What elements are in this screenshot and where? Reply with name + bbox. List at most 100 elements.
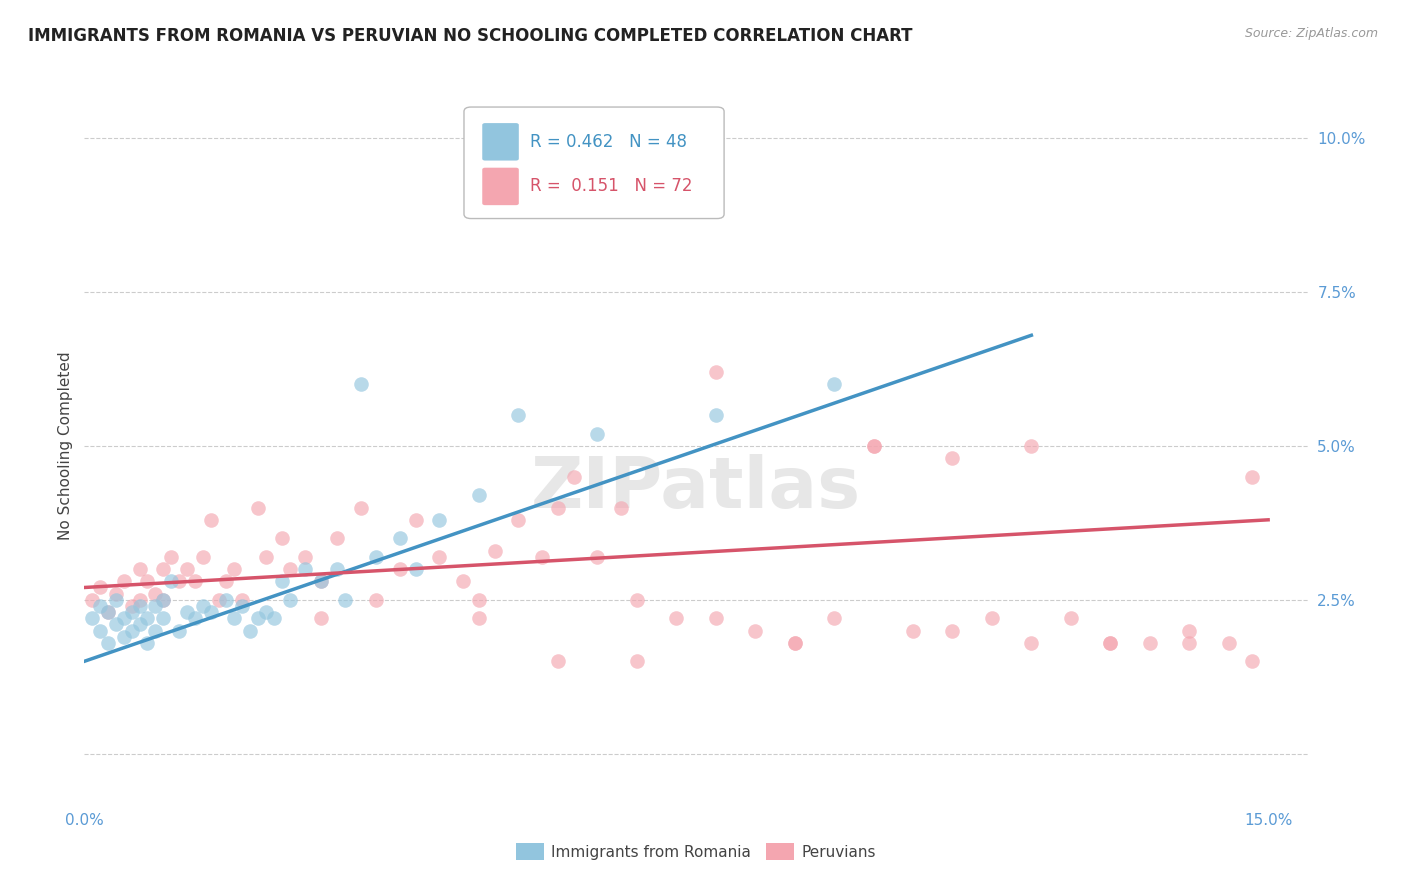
Point [200,605,222,619]
Point [104,592,127,607]
Point [1021,636,1043,650]
Point [389,531,412,545]
Point [429,513,451,527]
Point [263,611,285,625]
Point [176,605,198,619]
Point [121,624,143,638]
Point [941,624,963,638]
Point [665,611,688,625]
Point [823,611,845,625]
Point [184,611,207,625]
Point [207,592,229,607]
Point [231,592,253,607]
Point [160,549,183,564]
Point [145,587,167,601]
Point [1021,439,1043,453]
Point [704,365,727,379]
Point [508,513,530,527]
Point [562,469,585,483]
Point [468,592,491,607]
Point [862,439,884,453]
Point [309,574,332,589]
Point [128,592,150,607]
Point [1139,636,1161,650]
Point [349,500,371,515]
Point [366,549,388,564]
Point [294,562,316,576]
Point [783,636,806,650]
Text: ZIPatlas: ZIPatlas [531,454,860,524]
Point [136,636,159,650]
Point [176,562,198,576]
Point [1178,624,1201,638]
Point [309,574,332,589]
Point [547,654,569,668]
Text: R =  0.151   N = 72: R = 0.151 N = 72 [530,178,693,195]
Point [389,562,412,576]
Point [97,636,120,650]
Point [128,599,150,613]
Point [270,531,292,545]
Point [121,599,143,613]
Point [980,611,1002,625]
Point [104,617,127,632]
Point [531,549,554,564]
Point [112,611,135,625]
Point [508,409,530,423]
Point [941,451,963,466]
Point [152,592,174,607]
Point [366,592,388,607]
Point [200,513,222,527]
Point [278,562,301,576]
Point [160,574,183,589]
Point [1178,636,1201,650]
Point [136,574,159,589]
Point [89,624,111,638]
Point [326,531,349,545]
Text: R = 0.462   N = 48: R = 0.462 N = 48 [530,133,688,151]
Point [104,587,127,601]
Point [121,605,143,619]
Point [278,592,301,607]
Text: IMMIGRANTS FROM ROMANIA VS PERUVIAN NO SCHOOLING COMPLETED CORRELATION CHART: IMMIGRANTS FROM ROMANIA VS PERUVIAN NO S… [28,27,912,45]
Point [224,611,246,625]
Point [547,500,569,515]
Point [152,611,174,625]
Point [309,611,332,625]
Point [1241,469,1264,483]
Point [246,500,269,515]
Point [610,500,633,515]
Point [89,581,111,595]
Point [270,574,292,589]
Point [239,624,262,638]
Point [823,377,845,392]
Point [484,543,506,558]
Point [326,562,349,576]
Point [136,611,159,625]
Point [82,592,104,607]
Point [191,549,214,564]
Point [152,562,174,576]
Point [333,592,356,607]
Point [112,574,135,589]
Point [152,592,174,607]
Point [128,562,150,576]
Point [224,562,246,576]
Point [744,624,766,638]
Point [215,592,238,607]
Point [1218,636,1240,650]
Point [254,549,277,564]
Point [1099,636,1122,650]
Point [294,549,316,564]
Point [191,599,214,613]
Point [1060,611,1083,625]
Point [468,611,491,625]
Point [97,605,120,619]
Point [626,654,648,668]
Point [626,592,648,607]
Legend: Immigrants from Romania, Peruvians: Immigrants from Romania, Peruvians [510,837,882,866]
Point [429,549,451,564]
Point [468,488,491,502]
Point [783,636,806,650]
Point [231,599,253,613]
